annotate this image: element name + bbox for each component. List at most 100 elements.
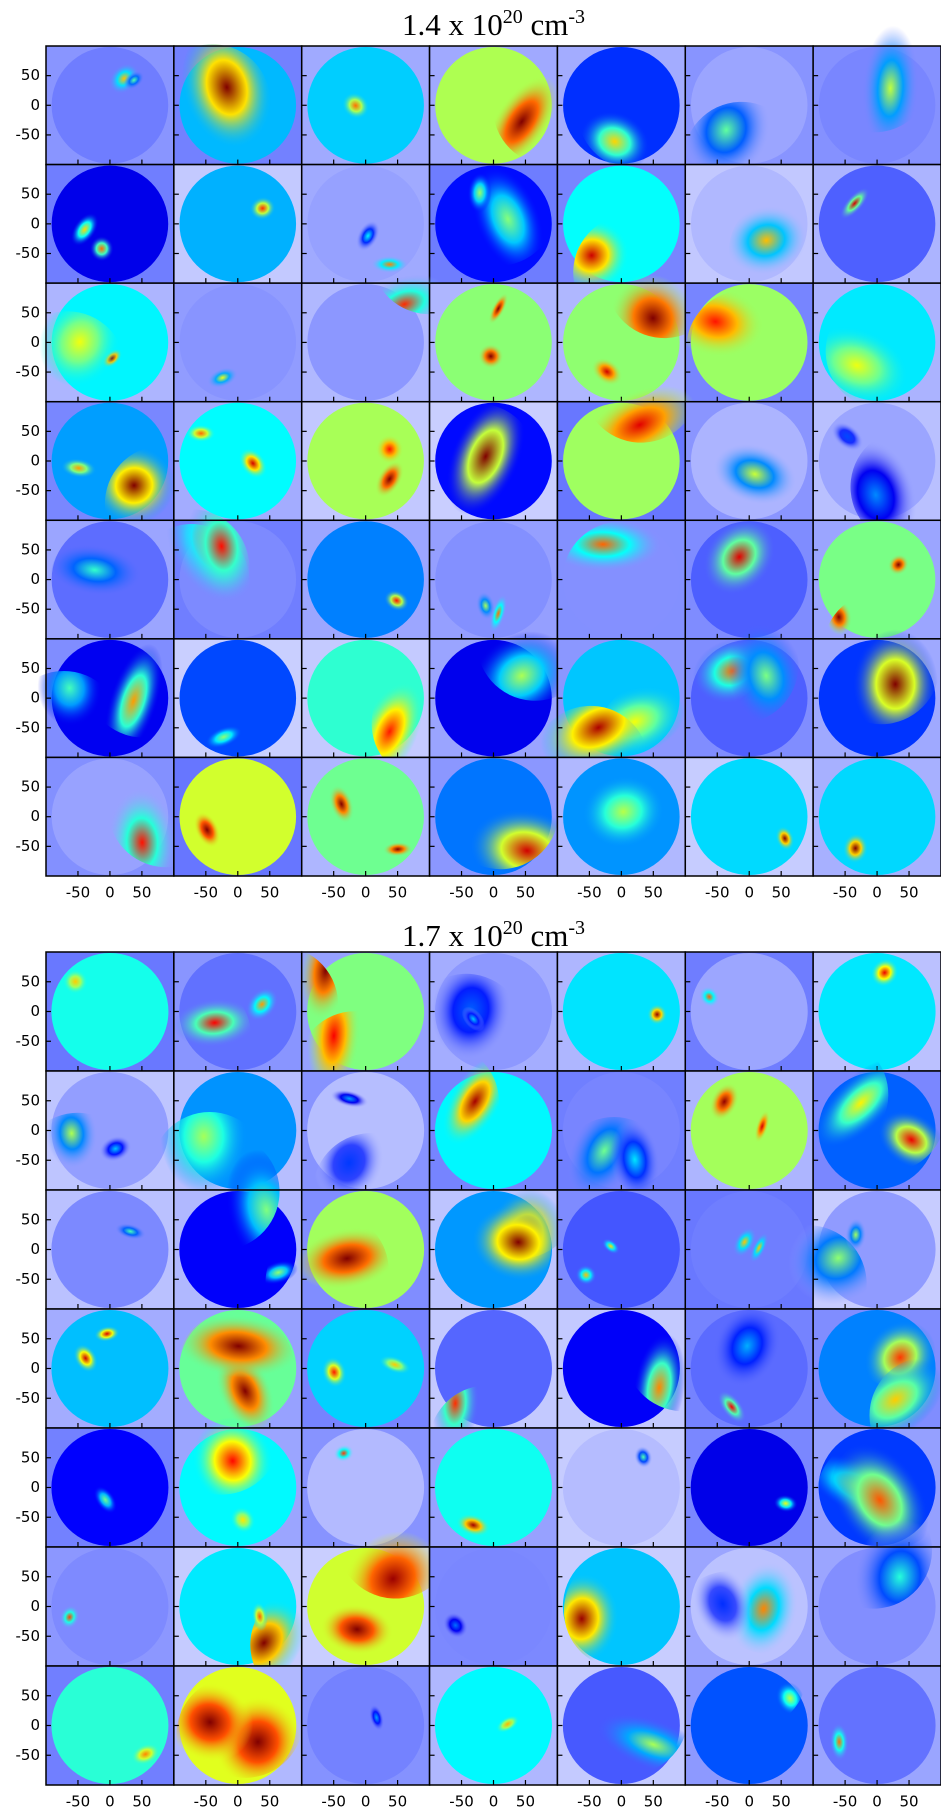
beam-spot — [476, 591, 496, 620]
beam-image — [428, 1427, 559, 1548]
beam-spot — [333, 1444, 355, 1463]
beam-spot — [230, 1506, 256, 1534]
beam-image — [556, 385, 696, 522]
x-tick-label: 0 — [617, 1793, 627, 1808]
beam-image — [812, 163, 941, 284]
beam-spot — [307, 1006, 361, 1096]
x-tick-label: 0 — [361, 884, 371, 902]
beam-image — [684, 163, 814, 284]
beam-spot — [870, 958, 899, 987]
phosphor-screen — [818, 758, 936, 875]
phosphor-screen — [562, 1429, 680, 1546]
beam-spot — [378, 1355, 411, 1375]
beam-spot — [575, 1264, 597, 1286]
x-tick-label: -50 — [705, 1793, 730, 1808]
phosphor-screen — [562, 953, 680, 1070]
y-tick-label: 50 — [21, 1567, 40, 1585]
beam-spot — [99, 1135, 132, 1162]
beam-spot — [70, 212, 99, 247]
beam-image — [556, 756, 687, 877]
phosphor-screen — [435, 284, 552, 401]
beam-image — [173, 31, 303, 166]
phosphor-screen — [307, 1310, 425, 1427]
beam-spot — [166, 1682, 254, 1762]
y-tick-label: 50 — [21, 66, 40, 84]
beam-spot — [192, 1417, 273, 1505]
beam-spot — [829, 1723, 849, 1761]
x-tick-label: 50 — [772, 884, 791, 902]
beam-image — [556, 1427, 687, 1548]
beam-image — [684, 1305, 814, 1429]
phosphor-screen — [435, 521, 552, 638]
title-unit: cm — [523, 7, 569, 42]
beam-image — [173, 163, 303, 284]
x-tick-label: -50 — [577, 884, 602, 902]
x-tick-label: 0 — [489, 884, 499, 902]
beam-spot — [729, 1561, 799, 1657]
x-tick-label: 50 — [899, 884, 918, 902]
title-base: 1.4 x 10 — [402, 7, 503, 42]
beam-image — [428, 1546, 559, 1667]
y-tick-label: 0 — [30, 1359, 40, 1377]
beam-image — [173, 1546, 305, 1687]
x-tick-label: 0 — [105, 1793, 115, 1808]
beam-image — [428, 1308, 559, 1451]
beam-spot — [591, 357, 623, 386]
phosphor-screen — [307, 758, 424, 875]
y-tick-label: 0 — [30, 570, 40, 588]
beam-spot — [320, 1604, 394, 1655]
beam-spot — [842, 833, 869, 864]
beam-spot — [712, 443, 797, 505]
beam-image — [428, 282, 559, 403]
beam-spot — [89, 235, 114, 262]
beam-image — [812, 400, 941, 550]
beam-image — [300, 1308, 431, 1429]
beam-spot — [471, 1203, 559, 1281]
beam-image — [45, 519, 175, 640]
y-tick-label: 50 — [21, 1091, 40, 1109]
beam-image — [676, 282, 814, 403]
beam-image — [556, 951, 687, 1072]
beam-spot — [749, 1232, 769, 1263]
beam-image — [812, 951, 941, 1072]
title-base: 1.7 x 10 — [402, 918, 503, 953]
beam-spot — [489, 594, 508, 633]
beam-image — [556, 163, 687, 291]
beam-image — [45, 1427, 175, 1548]
beam-spot — [773, 1494, 798, 1513]
beam-spot — [887, 554, 909, 576]
y-tick-label: 50 — [21, 185, 40, 203]
x-tick-label: -50 — [449, 884, 474, 902]
beam-spot — [754, 1110, 770, 1143]
phosphor-screen — [307, 284, 424, 401]
y-tick-label: 50 — [21, 972, 40, 990]
x-tick-label: 0 — [361, 1793, 371, 1808]
y-tick-label: -50 — [16, 481, 41, 499]
x-tick-label: 50 — [899, 1793, 918, 1808]
x-tick-label: -50 — [66, 1793, 91, 1808]
beam-image — [45, 951, 175, 1072]
phosphor-screen — [51, 1429, 169, 1546]
beam-image — [556, 519, 687, 640]
phosphor-screen — [818, 953, 936, 1070]
beam-image — [300, 756, 431, 877]
beam-spot — [356, 220, 380, 252]
beam-image — [428, 45, 559, 168]
beam-image — [428, 1189, 565, 1310]
x-tick-label: 50 — [644, 884, 663, 902]
beam-image — [556, 45, 687, 172]
beam-spot — [775, 826, 795, 851]
beam-spot — [93, 1486, 117, 1514]
beam-image — [428, 1665, 559, 1786]
title-exponent: 20 — [503, 6, 523, 28]
beam-image — [300, 1665, 431, 1786]
x-tick-label: -50 — [321, 884, 346, 902]
phosphor-screen — [818, 1667, 936, 1784]
y-tick-label: -50 — [16, 1627, 41, 1645]
beam-spot — [63, 969, 88, 994]
beam-spot — [73, 1343, 98, 1373]
beam-image — [556, 1308, 687, 1429]
beam-spot — [259, 1260, 298, 1285]
beam-image — [556, 274, 696, 403]
beam-spot — [375, 434, 404, 464]
